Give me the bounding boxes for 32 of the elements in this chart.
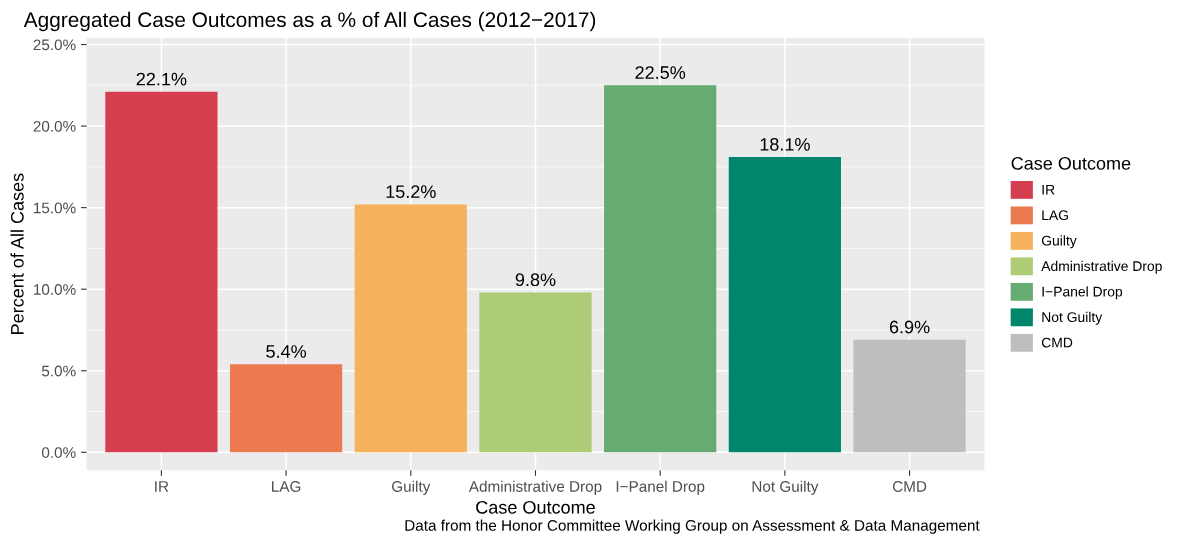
legend-label: CMD xyxy=(1041,337,1073,348)
chart-title: Aggregated Case Outcomes as a % of All Cases (2012−2017) xyxy=(23,11,596,32)
text: Data from the Honor Committee Working Group on Assessment & Data Management xyxy=(405,519,980,534)
legend-label: IR xyxy=(1042,184,1055,195)
data-label: 22.5% xyxy=(635,66,686,79)
x-tick-label: I−Panel Drop xyxy=(616,480,705,495)
legend-label: Guilty xyxy=(1041,235,1077,249)
data-label: 6.9% xyxy=(889,320,930,334)
x-tick-label: Administrative Drop xyxy=(468,480,602,495)
y-axis-title: Percent of All Cases xyxy=(10,173,24,334)
legend-label: I−Panel Drop xyxy=(1042,286,1123,300)
y-tick-label: 25.0% xyxy=(33,39,76,51)
y-tick-label: 5.0% xyxy=(41,365,76,377)
legend-label: LAG xyxy=(1042,210,1068,221)
data-label: 22.1% xyxy=(136,72,187,86)
x-axis-title: Case Outcome xyxy=(476,500,595,514)
x-tick-label: LAG xyxy=(272,481,301,492)
x-tick-label: IR xyxy=(155,481,169,492)
legend-label: Not Guilty xyxy=(1042,311,1103,325)
y-tick-label: 20.0% xyxy=(33,120,76,132)
y-tick-label: 0.0% xyxy=(41,447,76,458)
y-tick-label: 15.0% xyxy=(34,202,76,214)
x-tick-label: Guilty xyxy=(392,480,431,495)
x-tick-label: CMD xyxy=(892,481,927,492)
data-label: 18.1% xyxy=(760,137,810,151)
legend-label: Administrative Drop xyxy=(1041,260,1162,274)
data-label: 5.4% xyxy=(266,345,307,358)
data-label: 9.8% xyxy=(515,273,556,287)
x-tick-label: Not Guilty xyxy=(752,480,819,495)
data-label: 15.2% xyxy=(386,185,436,199)
y-tick-label: 10.0% xyxy=(34,284,76,295)
legend-title: Case Outcome xyxy=(1011,156,1131,170)
